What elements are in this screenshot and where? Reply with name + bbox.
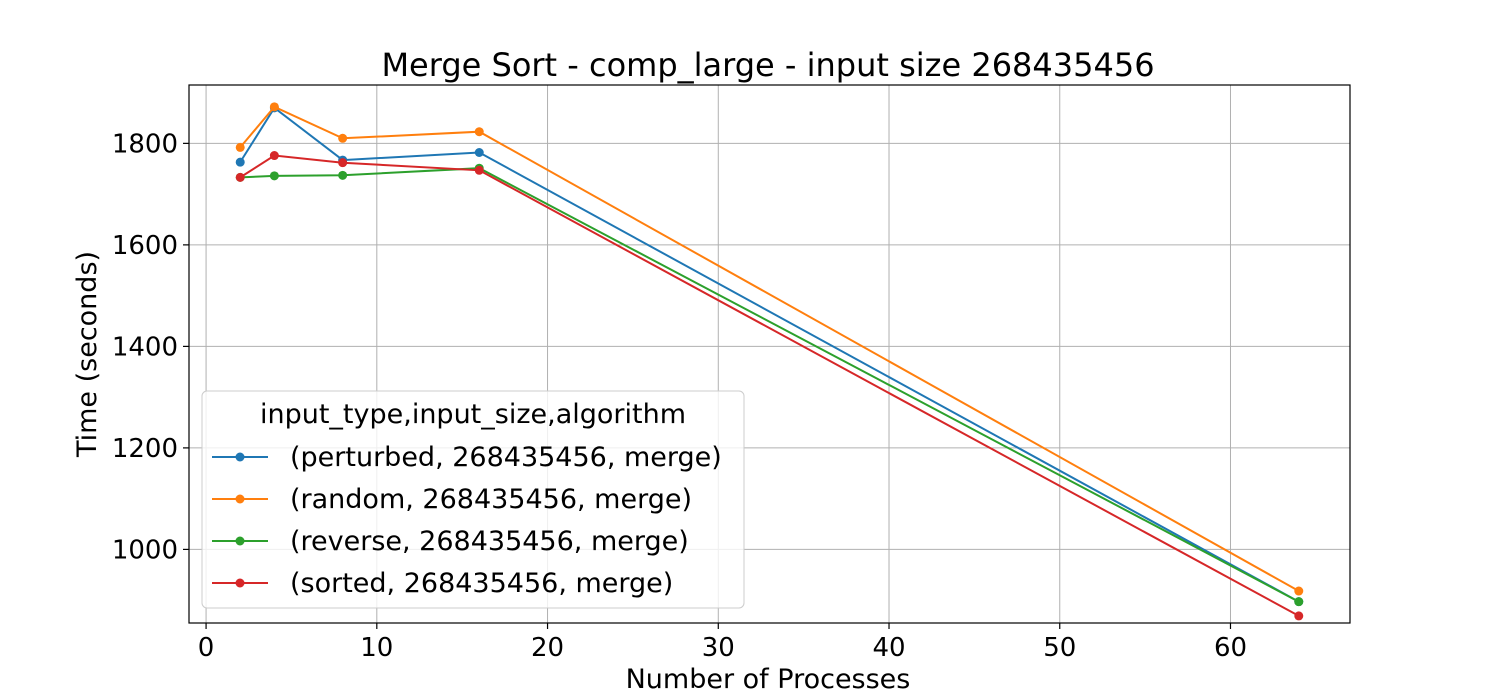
x-tick-label: 40 bbox=[872, 633, 905, 663]
legend-marker bbox=[235, 578, 245, 588]
legend-label: (sorted, 268435456, merge) bbox=[290, 568, 673, 599]
legend-label: (random, 268435456, merge) bbox=[290, 484, 692, 515]
x-tick-label: 30 bbox=[702, 633, 735, 663]
legend-entry: (perturbed, 268435456, merge) bbox=[212, 442, 722, 473]
data-point bbox=[338, 170, 348, 180]
data-point bbox=[474, 127, 484, 137]
y-axis-ticks: 1000 1200 1400 1600 1800 bbox=[112, 129, 189, 565]
y-tick-label: 1200 bbox=[112, 434, 178, 464]
x-tick-label: 0 bbox=[198, 633, 215, 663]
data-point bbox=[269, 171, 279, 181]
x-tick-label: 60 bbox=[1214, 633, 1247, 663]
x-tick-label: 10 bbox=[360, 633, 393, 663]
data-point bbox=[1294, 586, 1304, 596]
grid-lines bbox=[189, 85, 1350, 623]
legend-entry: (random, 268435456, merge) bbox=[212, 484, 692, 515]
legend-entry: (reverse, 268435456, merge) bbox=[212, 526, 689, 557]
data-point bbox=[235, 172, 245, 182]
legend-marker bbox=[235, 494, 245, 504]
legend-title: input_type,input_size,algorithm bbox=[260, 399, 686, 430]
data-point bbox=[1294, 611, 1304, 621]
data-point bbox=[338, 133, 348, 143]
legend-entry: (sorted, 268435456, merge) bbox=[212, 568, 673, 599]
y-tick-label: 1400 bbox=[112, 332, 178, 362]
legend-label: (perturbed, 268435456, merge) bbox=[290, 442, 722, 473]
data-point bbox=[269, 102, 279, 112]
legend-box bbox=[201, 390, 745, 609]
y-axis-label: Time (seconds) bbox=[72, 251, 103, 458]
legend: input_type,input_size,algorithm (perturb… bbox=[201, 390, 745, 609]
legend-label: (reverse, 268435456, merge) bbox=[290, 526, 689, 557]
data-point bbox=[235, 142, 245, 152]
data-point bbox=[474, 148, 484, 158]
legend-marker bbox=[235, 536, 245, 546]
data-point bbox=[338, 158, 348, 168]
y-tick-label: 1600 bbox=[112, 231, 178, 261]
plot-frame bbox=[188, 84, 1351, 624]
chart-title: Merge Sort - comp_large - input size 268… bbox=[381, 46, 1154, 84]
data-point bbox=[474, 165, 484, 175]
x-axis-ticks: 0 10 20 30 40 50 60 bbox=[198, 623, 1247, 663]
series bbox=[235, 102, 1304, 596]
legend-entries: (perturbed, 268435456, merge) (random, 26… bbox=[212, 442, 722, 599]
legend-marker bbox=[235, 452, 245, 462]
y-tick-label: 1800 bbox=[112, 129, 178, 159]
x-tick-label: 50 bbox=[1043, 633, 1076, 663]
x-axis-label: Number of Processes bbox=[626, 664, 911, 695]
data-point bbox=[1294, 597, 1304, 607]
series bbox=[235, 151, 1304, 621]
y-tick-label: 1000 bbox=[112, 535, 178, 565]
data-point bbox=[269, 151, 279, 161]
data-point bbox=[235, 157, 245, 167]
x-tick-label: 20 bbox=[531, 633, 564, 663]
series-lines bbox=[235, 102, 1304, 621]
